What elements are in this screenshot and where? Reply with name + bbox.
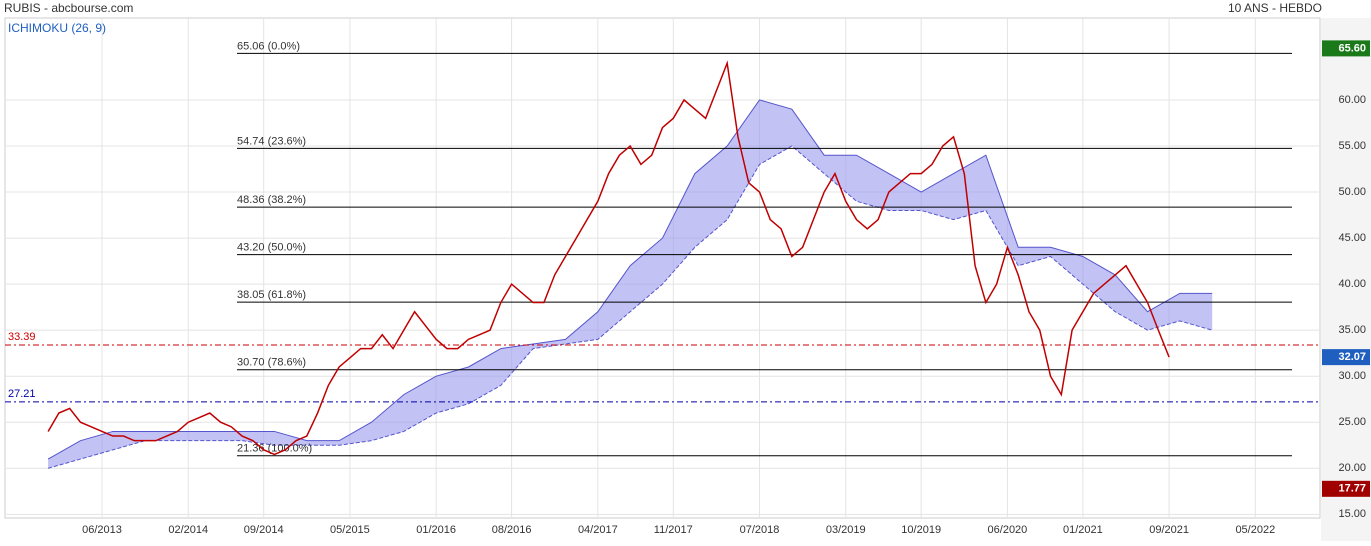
cloud-top [47,99,1213,460]
ref-label: 27.21 [8,388,36,400]
x-tick-label: 05/2022 [1235,524,1275,536]
chart-title: RUBIS - abcbourse.com [4,1,133,15]
indicator-label: ICHIMOKU (26, 9) [8,21,106,35]
x-tick-label: 06/2020 [988,524,1028,536]
x-tick-label: 08/2016 [492,524,532,536]
y-axis-area [1321,18,1371,541]
y-tick-label: 35.00 [1338,324,1366,336]
fib-label: 65.06 (0.0%) [237,40,300,52]
value-marker-label: 32.07 [1338,351,1366,363]
ref-label: 33.39 [8,331,36,343]
y-tick-label: 45.00 [1338,232,1366,244]
x-tick-label: 02/2014 [168,524,208,536]
x-tick-label: 11/2017 [654,524,693,536]
value-marker [1322,480,1370,497]
fib-label: 43.20 (50.0%) [237,242,306,254]
y-tick-label: 55.00 [1338,140,1366,152]
value-marker [1322,40,1370,57]
y-tick-label: 40.00 [1338,278,1366,290]
fib-label: 54.74 (23.6%) [237,135,306,147]
x-tick-label: 05/2015 [330,524,370,536]
x-tick-label: 07/2018 [740,524,780,536]
value-marker [1322,349,1370,366]
fib-label: 38.05 (61.8%) [237,289,306,301]
value-marker-label: 65.60 [1338,42,1366,54]
value-marker-label: 17.77 [1338,483,1366,495]
y-tick-label: 20.00 [1338,462,1366,474]
x-tick-label: 03/2019 [826,524,866,536]
y-tick-label: 50.00 [1338,186,1366,198]
x-tick-label: 04/2017 [578,524,618,536]
y-tick-label: 60.00 [1338,94,1366,106]
fib-label: 48.36 (38.2%) [237,194,306,206]
cloud-bottom [47,145,1213,469]
y-tick-label: 25.00 [1338,416,1366,428]
y-tick-label: 15.00 [1338,508,1366,520]
chart-subtitle: 10 ANS - HEBDO [1228,1,1322,15]
x-tick-label: 10/2019 [901,524,941,536]
x-tick-label: 01/2021 [1063,524,1103,536]
fib-label: 21.36 (100.0%) [237,443,312,455]
x-tick-label: 06/2013 [82,524,122,536]
x-tick-label: 09/2014 [244,524,284,536]
price-line [47,60,1170,456]
x-tick-label: 09/2021 [1149,524,1189,536]
fib-label: 30.70 (78.6%) [237,357,306,369]
x-tick-label: 01/2016 [416,524,456,536]
y-tick-label: 30.00 [1338,370,1366,382]
